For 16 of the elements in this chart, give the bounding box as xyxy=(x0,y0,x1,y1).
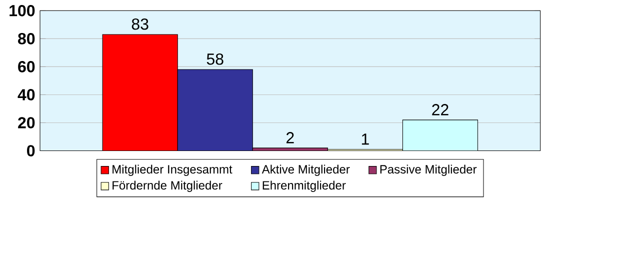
legend-label: Aktive Mitglieder xyxy=(262,164,350,176)
legend-label: Fördernde Mitglieder xyxy=(112,180,222,192)
data-label: 58 xyxy=(206,53,224,65)
y-tick-label: 100 xyxy=(10,4,35,16)
data-label: 1 xyxy=(362,133,369,144)
y-tick-label: 20 xyxy=(18,116,35,128)
y-tick-label: 80 xyxy=(18,32,35,44)
data-label: 2 xyxy=(286,132,294,143)
legend-label: Mitglieder Insgesammt xyxy=(112,164,232,176)
legend-label: Passive Mitglieder xyxy=(380,164,477,176)
y-tick-label: 40 xyxy=(18,88,35,100)
legend-label: Ehrenmitglieder xyxy=(262,180,346,192)
y-tick-label: 0 xyxy=(27,144,35,156)
y-tick-label: 60 xyxy=(18,60,35,72)
data-label: 83 xyxy=(132,18,148,30)
data-label: 22 xyxy=(432,104,448,115)
